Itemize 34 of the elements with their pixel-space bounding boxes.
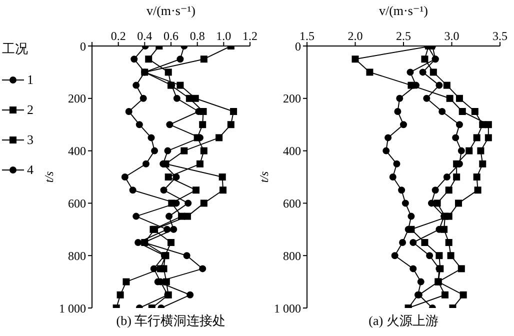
text: (a) 火源上游 xyxy=(368,312,440,330)
legend-label: 4 xyxy=(27,162,34,178)
y-tick-label: 0 xyxy=(80,39,86,54)
x-tick-label: 0.6 xyxy=(164,29,178,43)
y-tick-label: 1 000 xyxy=(59,301,86,316)
legend-label: 3 xyxy=(27,132,34,148)
y-tick-label: 200 xyxy=(283,92,301,106)
legend-label: 2 xyxy=(27,102,34,118)
text: (b) 车行横洞连接处 xyxy=(115,312,227,330)
y-tick-label: 600 xyxy=(283,196,301,210)
x-tick-label: 0.8 xyxy=(190,29,205,43)
y-tick-label: 600 xyxy=(68,196,86,210)
y-axis-title: t/s xyxy=(256,171,271,183)
y-tick-label: 0 xyxy=(295,39,301,54)
y-axis-title: t/s xyxy=(42,171,56,183)
x-axis-title: v/(m·s⁻¹) xyxy=(146,2,196,18)
legend-label: 1 xyxy=(27,72,34,88)
x-tick-label: 0.2 xyxy=(110,29,126,43)
y-tick-label: 800 xyxy=(283,248,301,263)
x-tick-label: 1.2 xyxy=(242,29,258,43)
x-tick-label: 3.5 xyxy=(492,29,508,43)
x-tick-label: 2.0 xyxy=(348,29,363,43)
x-tick-label: 1.0 xyxy=(216,29,232,43)
y-tick-label: 400 xyxy=(68,144,86,158)
x-tick-label: 0.4 xyxy=(137,29,152,43)
legend-title: 工况 xyxy=(2,40,28,58)
x-axis-title: v/(m·s⁻¹) xyxy=(378,2,428,18)
x-tick-label: 3.0 xyxy=(444,29,460,43)
y-tick-label: 800 xyxy=(68,248,86,263)
y-tick-label: 400 xyxy=(283,144,301,158)
x-tick-label: 2.5 xyxy=(396,29,411,43)
y-tick-label: 1 000 xyxy=(274,301,301,316)
y-tick-label: 200 xyxy=(68,92,86,106)
x-tick-label: 1.5 xyxy=(300,29,314,43)
